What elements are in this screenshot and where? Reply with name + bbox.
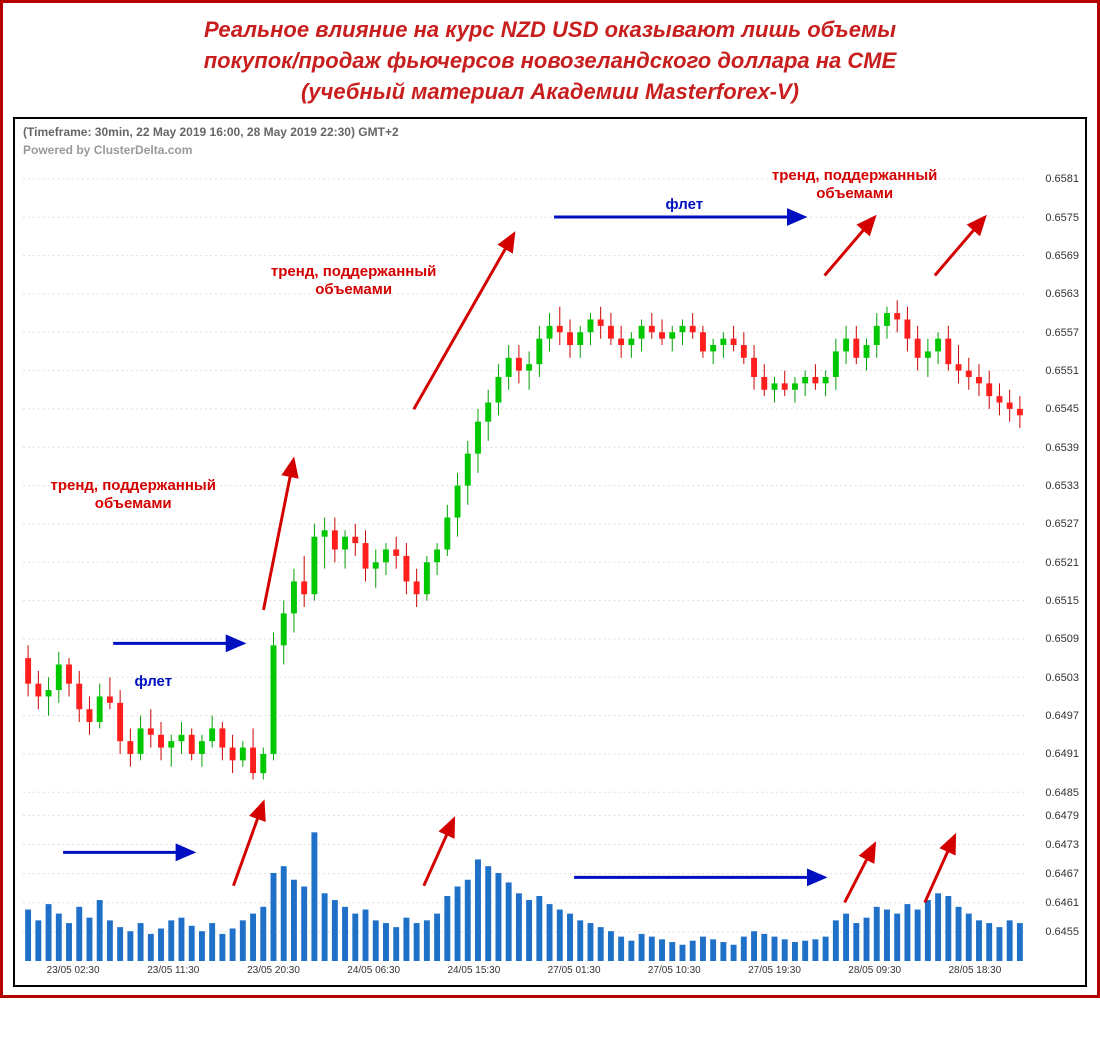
y-tick-label: 0.6509 bbox=[1045, 633, 1079, 645]
y-tick-label: 0.6545 bbox=[1045, 403, 1079, 415]
y-tick-label: 0.6539 bbox=[1045, 442, 1079, 454]
y-tick-label: 0.6515 bbox=[1045, 595, 1079, 607]
y-tick-label: 0.6461 bbox=[1045, 897, 1079, 909]
y-tick-label: 0.6455 bbox=[1045, 926, 1079, 938]
y-tick-label: 0.6527 bbox=[1045, 518, 1079, 530]
y-tick-label: 0.6557 bbox=[1045, 327, 1079, 339]
x-tick-label: 23/05 20:30 bbox=[247, 965, 300, 976]
x-tick-label: 27/05 01:30 bbox=[548, 965, 601, 976]
x-tick-label: 24/05 06:30 bbox=[347, 965, 400, 976]
y-tick-label: 0.6497 bbox=[1045, 710, 1079, 722]
chart-annotation: тренд, поддержанныйобъемами bbox=[271, 263, 436, 299]
annotation-layer: тренд, поддержанныйобъемами флет тренд, по… bbox=[23, 125, 1025, 961]
x-axis: 23/05 02:30 23/05 11:30 23/05 20:30 24/05 0… bbox=[23, 965, 1025, 981]
y-tick-label: 0.6533 bbox=[1045, 480, 1079, 492]
y-tick-label: 0.6563 bbox=[1045, 288, 1079, 300]
y-tick-label: 0.6551 bbox=[1045, 365, 1079, 377]
title-line-2: покупок/продаж фьючерсов новозеландского… bbox=[13, 46, 1087, 77]
y-tick-label: 0.6491 bbox=[1045, 748, 1079, 760]
y-tick-label: 0.6479 bbox=[1045, 810, 1079, 822]
x-tick-label: 28/05 18:30 bbox=[948, 965, 1001, 976]
y-tick-label: 0.6485 bbox=[1045, 787, 1079, 799]
chart-annotation: флет bbox=[134, 673, 172, 691]
x-tick-label: 24/05 15:30 bbox=[447, 965, 500, 976]
x-tick-label: 27/05 10:30 bbox=[648, 965, 701, 976]
y-tick-label: 0.6503 bbox=[1045, 672, 1079, 684]
x-tick-label: 27/05 19:30 bbox=[748, 965, 801, 976]
y-tick-label: 0.6521 bbox=[1045, 557, 1079, 569]
x-tick-label: 28/05 09:30 bbox=[848, 965, 901, 976]
chart-container: (Timeframe: 30min, 22 May 2019 16:00, 28… bbox=[13, 117, 1087, 987]
chart-annotation: тренд, поддержанныйобъемами bbox=[772, 167, 937, 203]
y-tick-label: 0.6473 bbox=[1045, 839, 1079, 851]
y-tick-label: 0.6467 bbox=[1045, 868, 1079, 880]
chart-annotation: тренд, поддержанныйобъемами bbox=[50, 477, 215, 513]
chart-annotation: флет bbox=[666, 196, 704, 214]
title-line-1: Реальное влияние на курс NZD USD оказыва… bbox=[13, 15, 1087, 46]
y-tick-label: 0.6575 bbox=[1045, 212, 1079, 224]
page-title: Реальное влияние на курс NZD USD оказыва… bbox=[13, 11, 1087, 117]
page-frame: Реальное влияние на курс NZD USD оказыва… bbox=[0, 0, 1100, 998]
y-tick-label: 0.6581 bbox=[1045, 173, 1079, 185]
title-line-3: (учебный материал Академии Masterforex-V… bbox=[13, 77, 1087, 108]
plot-area[interactable]: тренд, поддержанныйобъемами флет тренд, по… bbox=[23, 125, 1025, 961]
y-axis: 0.6581 0.6575 0.6569 0.6563 0.6557 0.6551 0.65… bbox=[1029, 125, 1085, 961]
y-tick-label: 0.6569 bbox=[1045, 250, 1079, 262]
x-tick-label: 23/05 11:30 bbox=[147, 965, 199, 976]
x-tick-label: 23/05 02:30 bbox=[47, 965, 100, 976]
